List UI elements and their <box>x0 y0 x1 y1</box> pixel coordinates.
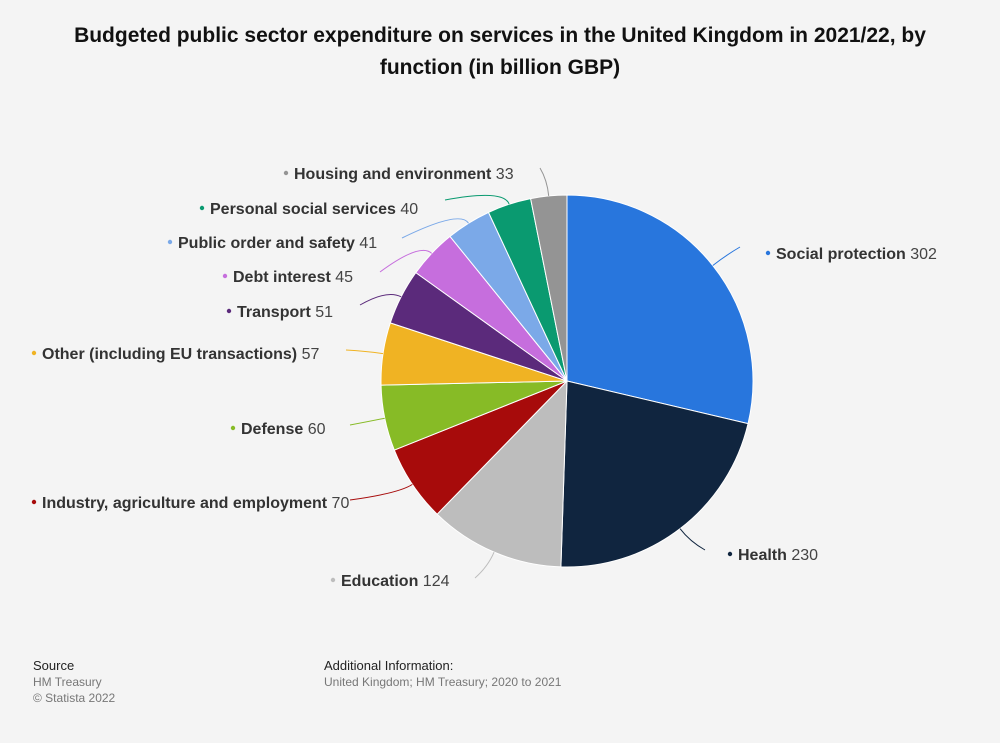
legend-bullet <box>765 250 771 256</box>
pie-slice-education[interactable] <box>436 379 568 568</box>
connector-line <box>349 417 385 426</box>
connector-line <box>444 194 510 205</box>
data-label: Housing and environment 33 <box>294 166 514 183</box>
data-label: Education 124 <box>341 573 450 590</box>
connector-line <box>345 349 384 355</box>
legend-bullet <box>167 239 173 245</box>
data-label: Transport 51 <box>237 304 333 321</box>
data-label: Public order and safety 41 <box>178 235 377 252</box>
legend-bullet <box>31 350 37 356</box>
legend-bullet <box>727 551 733 557</box>
source-heading: Source <box>33 658 75 673</box>
data-label: Industry, agriculture and employment 70 <box>42 495 349 512</box>
data-label: Other (including EU transactions) 57 <box>42 346 319 363</box>
legend-bullet <box>226 308 232 314</box>
pie-slice-social-protection[interactable] <box>566 194 754 425</box>
data-label: Debt interest 45 <box>233 269 353 286</box>
source-block: Source HM Treasury © Statista 2022 <box>33 658 115 706</box>
legend-bullet <box>230 425 236 431</box>
chart-title: Budgeted public sector expenditure on se… <box>74 24 926 79</box>
connector-line <box>539 167 550 196</box>
statista-copyright[interactable]: © Statista 2022 <box>33 691 116 705</box>
data-label: Health 230 <box>738 547 818 564</box>
legend-bullet <box>222 273 228 279</box>
additional-info-text: United Kingdom; HM Treasury; 2020 to 202… <box>324 675 562 689</box>
additional-info-heading: Additional Information: <box>324 658 454 673</box>
data-label: Social protection 302 <box>776 246 937 263</box>
legend-bullet <box>330 577 336 583</box>
legend-bullet <box>199 205 205 211</box>
additional-info-block: Additional Information: United Kingdom; … <box>324 658 561 690</box>
connector-line <box>474 551 495 579</box>
legend-bullet <box>31 499 37 505</box>
connector-line <box>359 294 402 306</box>
pie-slice-health[interactable] <box>560 380 749 568</box>
connector-line <box>679 528 706 551</box>
connector-line <box>349 483 413 501</box>
legend-bullet <box>283 170 289 176</box>
data-label: Personal social services 40 <box>210 201 418 218</box>
connector-line <box>379 249 433 273</box>
connector-line <box>712 246 741 266</box>
source-name[interactable]: HM Treasury <box>33 675 102 689</box>
data-label: Defense 60 <box>241 421 326 438</box>
connector-line <box>401 218 469 239</box>
